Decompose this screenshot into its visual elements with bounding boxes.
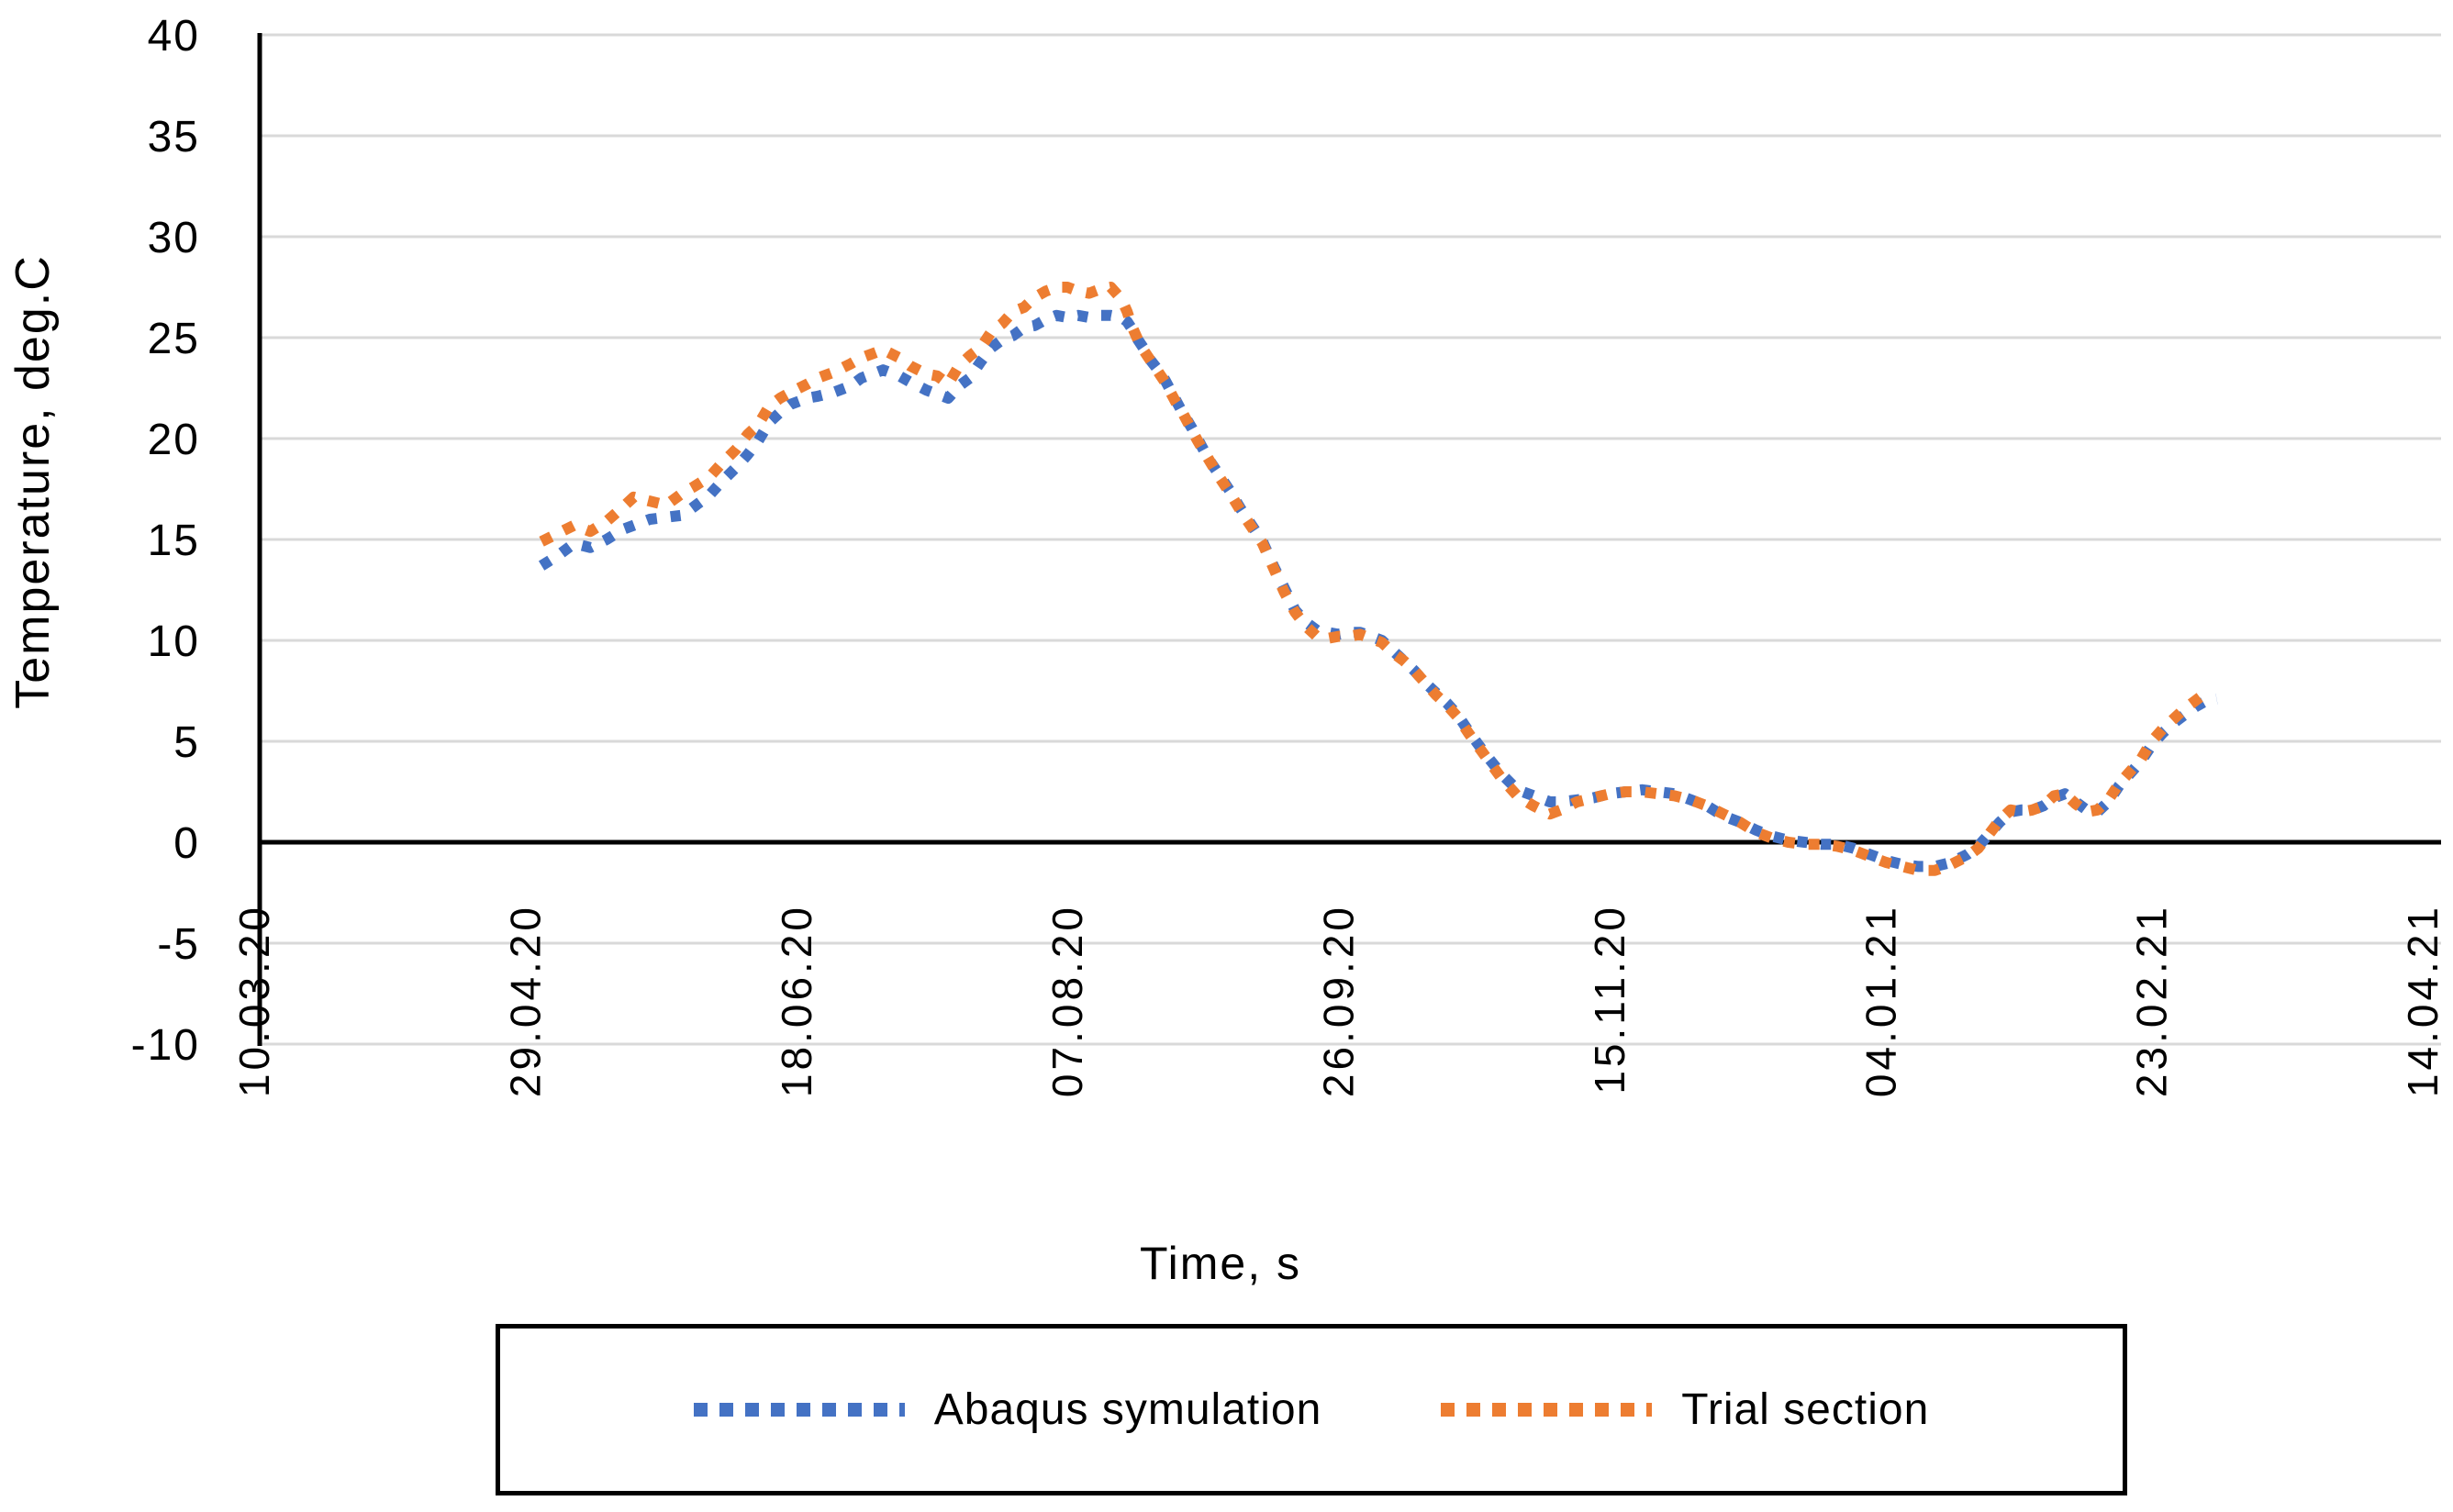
y-tick-label-5: 15 xyxy=(148,517,200,565)
x-tick-label-8: 14.04.21 xyxy=(2399,904,2447,1097)
y-tick-label-0: 40 xyxy=(148,12,200,61)
legend-label-trial: Trial section xyxy=(1681,1385,1930,1434)
legend-marker-trial-dotted-line-icon xyxy=(1441,1403,1653,1417)
x-tick-label-6: 04.01.21 xyxy=(1856,904,1904,1097)
y-tick-label-9: -5 xyxy=(157,920,200,969)
y-tick-label-6: 10 xyxy=(148,617,200,666)
x-tick-label-0: 10.03.20 xyxy=(230,904,278,1097)
y-tick-label-7: 5 xyxy=(173,718,200,767)
y-tick-label-10: -10 xyxy=(131,1021,200,1070)
x-tick-label-5: 15.11.20 xyxy=(1586,904,1633,1095)
y-tick-label-3: 25 xyxy=(148,315,200,363)
legend-marker-abaqus-dotted-line-icon xyxy=(693,1403,905,1417)
series-line-trial-section xyxy=(539,282,2213,876)
legend-entry-abaqus: Abaqus symulation xyxy=(693,1384,1322,1435)
legend-label-abaqus: Abaqus symulation xyxy=(933,1385,1322,1434)
y-tick-label-8: 0 xyxy=(173,819,200,868)
series-line-abaqus-symulation xyxy=(538,309,2218,873)
legend: Abaqus symulation Trial section xyxy=(496,1324,2127,1495)
x-tick-label-3: 07.08.20 xyxy=(1043,904,1091,1097)
x-tick-label-2: 18.06.20 xyxy=(773,904,820,1097)
x-tick-label-7: 23.02.21 xyxy=(2128,904,2176,1097)
legend-entry-trial: Trial section xyxy=(1441,1384,1929,1435)
x-tick-label-1: 29.04.20 xyxy=(501,904,549,1097)
y-tick-label-4: 20 xyxy=(148,416,200,464)
y-tick-label-2: 30 xyxy=(148,214,200,262)
x-axis-title: Time, s xyxy=(1139,1238,1302,1289)
y-tick-label-1: 35 xyxy=(148,113,200,161)
x-tick-label-4: 26.09.20 xyxy=(1315,904,1363,1097)
y-axis-title: Temperature, deg.C xyxy=(6,254,60,709)
